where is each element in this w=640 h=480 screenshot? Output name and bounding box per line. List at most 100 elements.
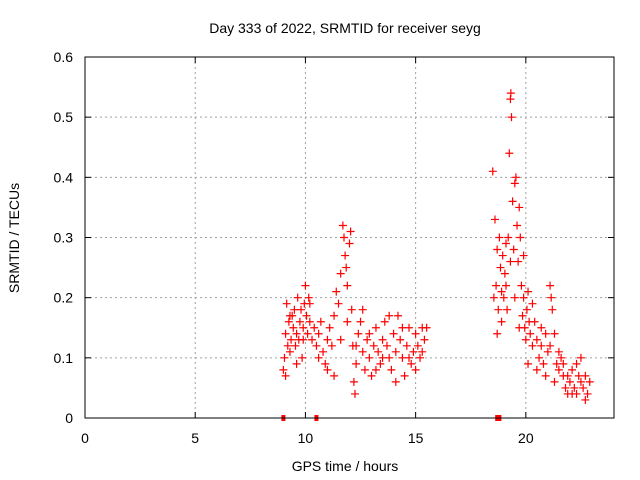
- data-point: [371, 365, 380, 374]
- data-point: [285, 311, 294, 320]
- data-point: [289, 323, 298, 332]
- data-point: [488, 167, 497, 176]
- data-point: [316, 317, 325, 326]
- data-point: [422, 323, 431, 332]
- data-point: [346, 227, 355, 236]
- data-point: [528, 341, 537, 350]
- data-point: [541, 329, 550, 338]
- data-point: [498, 251, 507, 260]
- data-point: [518, 311, 527, 320]
- data-point: [501, 239, 510, 248]
- data-point: [532, 365, 541, 374]
- data-point: [287, 335, 296, 344]
- data-point: [570, 383, 579, 392]
- data-point: [374, 347, 383, 356]
- data-point: [343, 281, 352, 290]
- data-point: [334, 299, 343, 308]
- chart-title: Day 333 of 2022, SRMTID for receiver sey…: [209, 20, 481, 36]
- x-axis-label: GPS time / hours: [292, 458, 399, 474]
- y-tick-label: 0: [65, 410, 73, 426]
- data-point: [358, 305, 367, 314]
- data-point: [550, 329, 559, 338]
- x-tick-label: 20: [518, 430, 534, 446]
- data-point: [292, 359, 301, 368]
- data-point: [345, 239, 354, 248]
- data-point: [510, 293, 519, 302]
- data-point: [557, 353, 566, 362]
- data-point: [299, 335, 308, 344]
- data-point: [332, 287, 341, 296]
- data-point: [519, 293, 528, 302]
- data-point: [568, 365, 577, 374]
- data-point: [579, 383, 588, 392]
- data-point: [376, 359, 385, 368]
- data-point: [547, 293, 556, 302]
- data-point: [420, 335, 429, 344]
- data-point: [568, 389, 577, 398]
- data-point: [497, 287, 506, 296]
- data-point: [496, 263, 505, 272]
- data-point: [583, 389, 592, 398]
- data-point: [543, 347, 552, 356]
- data-point: [550, 377, 559, 386]
- y-axis-label: SRMTID / TECUs: [6, 183, 22, 293]
- data-point: [323, 365, 332, 374]
- data-point: [581, 395, 590, 404]
- data-point: [535, 353, 544, 362]
- data-point: [563, 371, 572, 380]
- data-point: [532, 335, 541, 344]
- data-point: [319, 347, 328, 356]
- data-point: [554, 365, 563, 374]
- x-tick-label: 0: [81, 430, 89, 446]
- data-point: [517, 281, 526, 290]
- data-point: [358, 347, 367, 356]
- data-point: [585, 377, 594, 386]
- data-point: [281, 329, 290, 338]
- data-point: [308, 335, 317, 344]
- data-point: [330, 311, 339, 320]
- data-point: [526, 329, 535, 338]
- data-point: [524, 359, 533, 368]
- y-tick-label: 0.6: [54, 49, 74, 65]
- data-point: [363, 335, 372, 344]
- data-point: [506, 89, 515, 98]
- data-point: [327, 341, 336, 350]
- x-tick-label: 10: [298, 430, 314, 446]
- data-point: [402, 341, 411, 350]
- data-point: [493, 245, 502, 254]
- data-point: [367, 371, 376, 380]
- data-point: [314, 329, 323, 338]
- data-point: [546, 281, 555, 290]
- data-point: [292, 329, 301, 338]
- data-point: [508, 197, 517, 206]
- data-point: [495, 233, 504, 242]
- data-point: [494, 305, 503, 314]
- data-point: [342, 263, 351, 272]
- data-point: [546, 341, 555, 350]
- data-point: [521, 335, 530, 344]
- data-point: [409, 347, 418, 356]
- data-point: [305, 317, 314, 326]
- data-point: [360, 365, 369, 374]
- data-point: [581, 371, 590, 380]
- data-point: [347, 305, 356, 314]
- data-point: [336, 335, 345, 344]
- y-tick-label: 0.4: [54, 169, 74, 185]
- data-point: [321, 359, 330, 368]
- data-point: [516, 233, 525, 242]
- data-point: [302, 311, 311, 320]
- data-point: [285, 347, 294, 356]
- data-point: [393, 311, 402, 320]
- data-point: [293, 293, 302, 302]
- data-point: [513, 221, 522, 230]
- data-point: [490, 215, 499, 224]
- data-point: [354, 329, 363, 338]
- data-point: [385, 311, 394, 320]
- data-point: [295, 317, 304, 326]
- data-point: [565, 377, 574, 386]
- data-point: [522, 305, 531, 314]
- data-point: [343, 317, 352, 326]
- data-point: [515, 323, 524, 332]
- data-point: [299, 323, 308, 332]
